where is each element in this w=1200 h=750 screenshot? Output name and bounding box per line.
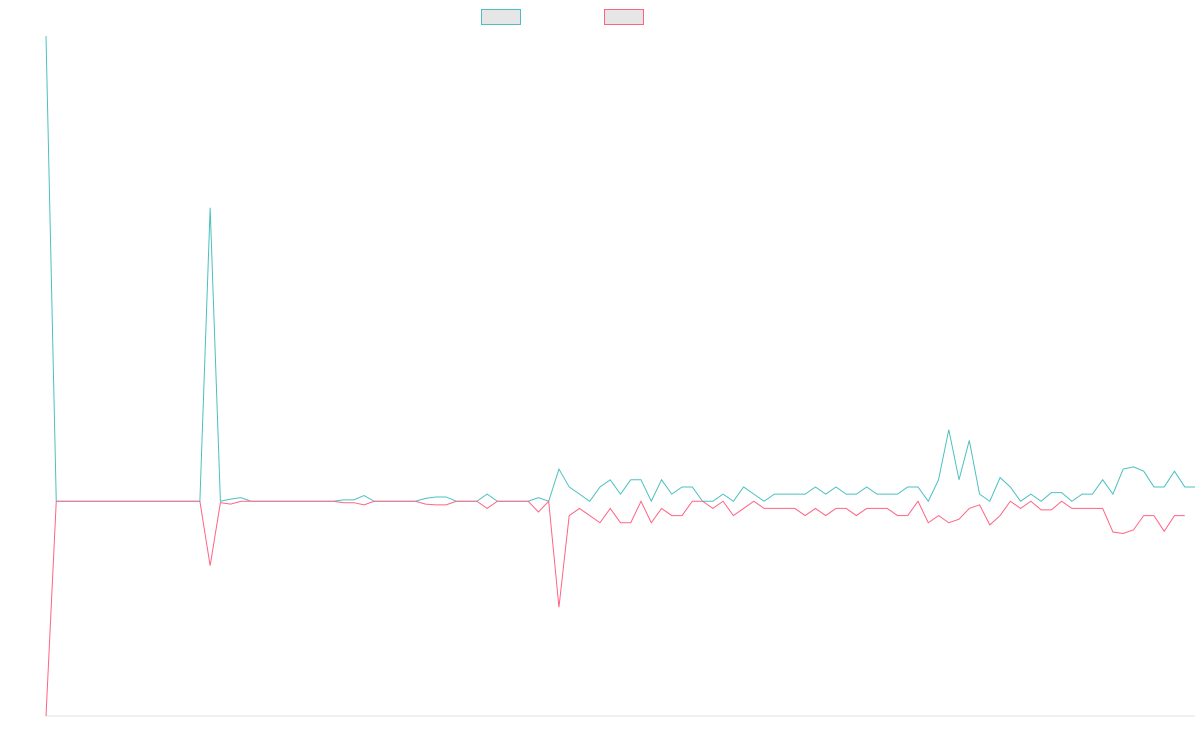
legend-swatch-series-1[interactable] <box>481 9 521 25</box>
series-1-line <box>45 35 1195 503</box>
legend-swatch-series-2[interactable] <box>604 9 644 25</box>
series-2-line <box>45 500 1185 717</box>
series-1 <box>45 35 1195 503</box>
series-2 <box>45 500 1185 717</box>
